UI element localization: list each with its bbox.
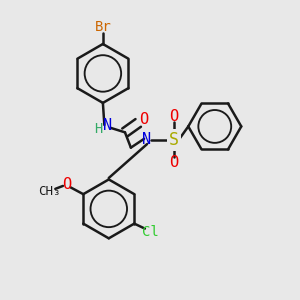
Text: Br: Br [94,20,111,34]
Text: O: O [169,155,178,170]
Text: N: N [103,118,112,133]
Text: CH₃: CH₃ [38,185,61,198]
Text: N: N [142,132,152,147]
Text: O: O [139,112,148,127]
Text: O: O [62,177,72,192]
Text: O: O [169,109,178,124]
Text: S: S [169,131,178,149]
Text: H: H [94,122,102,136]
Text: Cl: Cl [142,225,159,238]
